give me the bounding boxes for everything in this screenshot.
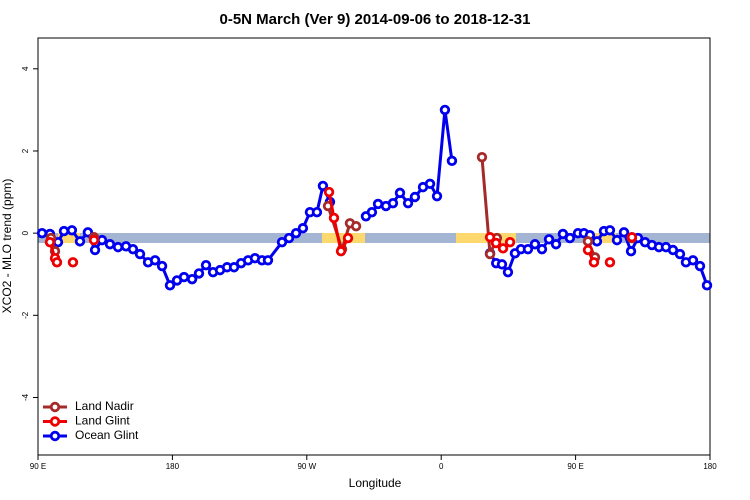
data-point bbox=[276, 236, 288, 248]
data-point bbox=[496, 259, 508, 270]
data-point bbox=[424, 178, 436, 190]
data-point bbox=[297, 223, 309, 234]
legend-marker bbox=[49, 416, 61, 427]
data-point bbox=[156, 260, 168, 272]
x-tick-label: 90 W bbox=[297, 462, 316, 471]
data-point bbox=[402, 197, 414, 209]
data-point bbox=[582, 244, 594, 256]
data-point bbox=[36, 227, 48, 239]
data-point bbox=[96, 234, 108, 246]
data-point bbox=[439, 104, 451, 116]
ocean-band bbox=[38, 233, 710, 243]
legend-label: Land Nadir bbox=[75, 399, 134, 413]
data-point bbox=[283, 232, 295, 244]
data-point bbox=[564, 232, 576, 244]
data-point bbox=[625, 246, 637, 257]
data-point bbox=[604, 257, 616, 268]
data-point bbox=[476, 151, 488, 163]
data-point bbox=[484, 232, 496, 243]
data-point bbox=[604, 225, 616, 236]
data-point bbox=[311, 206, 323, 218]
data-point bbox=[178, 271, 190, 283]
data-point bbox=[446, 155, 458, 167]
data-point bbox=[149, 255, 161, 266]
x-tick-label: 90 E bbox=[567, 462, 583, 471]
data-point bbox=[387, 197, 399, 209]
data-point bbox=[366, 206, 378, 218]
land-band bbox=[588, 233, 616, 243]
data-point bbox=[164, 280, 176, 291]
y-tick-label: 2 bbox=[21, 148, 30, 153]
y-tick-label: 0 bbox=[21, 230, 30, 235]
data-point bbox=[372, 198, 384, 210]
data-point bbox=[588, 257, 600, 268]
data-point bbox=[51, 257, 63, 268]
x-tick-label: 180 bbox=[166, 462, 180, 471]
y-tick-label: 4 bbox=[21, 66, 30, 71]
data-point bbox=[44, 236, 56, 248]
x-tick-label: 0 bbox=[439, 462, 444, 471]
data-point bbox=[88, 234, 100, 246]
plot-frame bbox=[37, 37, 711, 456]
y-tick-label: -2 bbox=[21, 311, 30, 319]
data-point bbox=[394, 187, 406, 199]
data-point bbox=[667, 244, 679, 256]
data-point bbox=[431, 190, 443, 202]
y-axis-label: XCO2 - MLO trend (ppm) bbox=[0, 179, 14, 314]
data-point bbox=[328, 212, 340, 224]
data-point bbox=[193, 268, 205, 279]
data-point bbox=[127, 243, 139, 255]
data-point bbox=[67, 257, 79, 268]
data-point bbox=[694, 260, 706, 272]
data-point bbox=[674, 248, 686, 260]
data-point bbox=[529, 239, 541, 250]
data-point bbox=[323, 186, 335, 198]
data-point bbox=[591, 236, 603, 247]
y-tick-label: -4 bbox=[21, 393, 30, 401]
chart-title: 0-5N March (Ver 9) 2014-09-06 to 2018-12… bbox=[219, 11, 530, 28]
data-point bbox=[74, 236, 86, 247]
data-point bbox=[626, 232, 638, 243]
data-point bbox=[200, 259, 212, 271]
x-tick-label: 180 bbox=[703, 462, 717, 471]
data-point bbox=[543, 234, 555, 245]
data-point bbox=[611, 234, 623, 246]
data-point bbox=[262, 255, 274, 266]
data-point bbox=[582, 236, 594, 247]
data-point bbox=[409, 191, 421, 203]
x-tick-label: 90 E bbox=[30, 462, 46, 471]
data-point bbox=[134, 248, 146, 260]
data-point bbox=[522, 243, 534, 255]
data-point bbox=[342, 232, 354, 244]
data-point bbox=[557, 228, 569, 240]
data-point bbox=[504, 236, 516, 248]
land-band bbox=[58, 233, 80, 243]
data-point bbox=[58, 225, 70, 237]
data-point bbox=[112, 241, 124, 253]
data-point bbox=[497, 243, 509, 254]
legend-marker bbox=[49, 430, 61, 442]
data-point bbox=[290, 227, 302, 239]
data-point bbox=[317, 180, 329, 192]
data-point bbox=[550, 239, 562, 250]
data-point bbox=[104, 239, 116, 250]
data-point bbox=[89, 244, 101, 256]
data-point bbox=[484, 248, 496, 260]
data-point bbox=[502, 266, 514, 278]
legend-label: Land Glint bbox=[75, 414, 130, 428]
data-point bbox=[335, 246, 347, 257]
data-point bbox=[536, 243, 548, 255]
data-point bbox=[687, 255, 699, 266]
legend-label: Ocean Glint bbox=[75, 428, 139, 442]
data-point bbox=[228, 262, 240, 273]
data-point bbox=[350, 220, 362, 232]
data-point bbox=[701, 280, 713, 291]
x-axis-label: Longitude bbox=[349, 476, 402, 490]
data-point bbox=[490, 237, 502, 249]
legend-marker bbox=[49, 401, 61, 413]
data-point bbox=[186, 273, 198, 285]
data-point bbox=[618, 227, 630, 238]
data-point bbox=[66, 225, 78, 236]
